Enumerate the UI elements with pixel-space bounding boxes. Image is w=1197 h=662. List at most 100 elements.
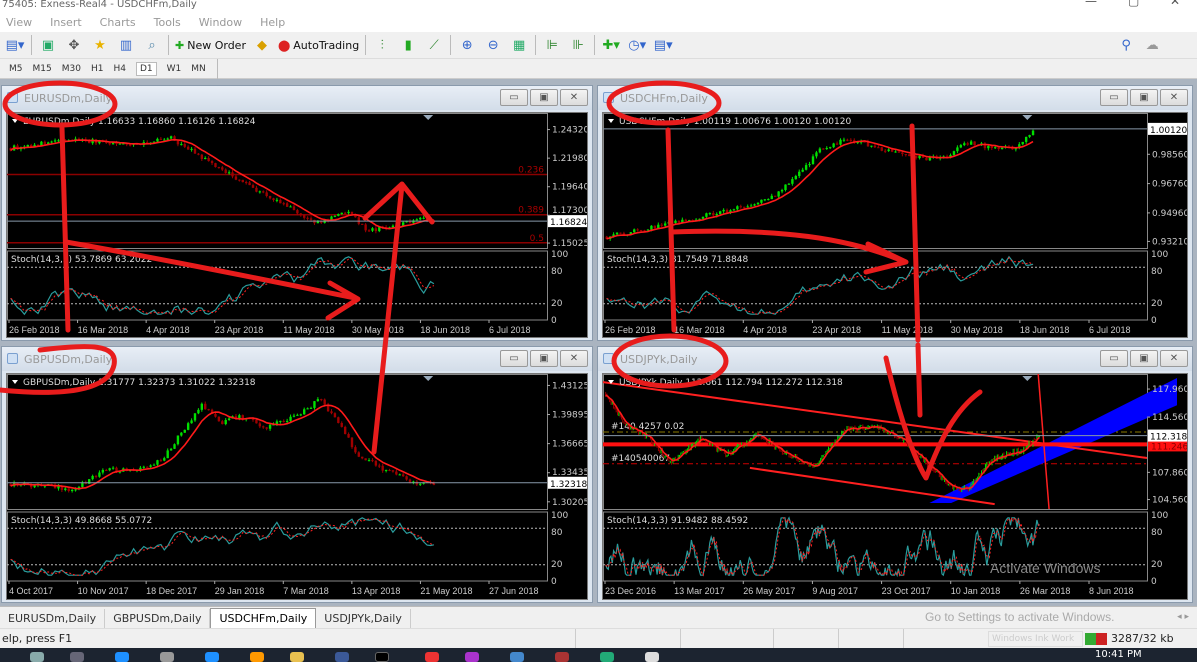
tf-h1[interactable]: H1 [90, 63, 104, 74]
favorites-icon[interactable]: ★ [94, 37, 106, 53]
app-icon[interactable] [160, 652, 174, 662]
fibonacci-label: 0.5 [530, 234, 544, 244]
chat-icon[interactable]: ☁ [1145, 37, 1159, 53]
facebook-icon[interactable] [335, 652, 349, 662]
auto-scroll-icon[interactable]: ⊫ [546, 37, 558, 53]
restore-window-button[interactable]: ▣ [530, 89, 558, 106]
indicators-icon[interactable]: ✚▾ [602, 37, 620, 53]
line-chart-icon[interactable]: ⟋ [429, 37, 439, 53]
tab-gbpusd[interactable]: GBPUSDm,Daily [105, 609, 211, 628]
candle-body [787, 183, 791, 185]
chart-window-titlebar[interactable]: EURUSDm,Daily ▭ ▣ ✕ [2, 86, 592, 110]
date-label: 16 Mar 2018 [674, 325, 725, 335]
chart-shift-icon[interactable]: ⊪ [572, 37, 584, 53]
chrome-icon[interactable] [425, 652, 439, 662]
restore-window-button[interactable]: ▣ [530, 350, 558, 367]
search-icon[interactable] [30, 652, 44, 662]
tile-windows-icon[interactable]: ▦ [513, 37, 526, 53]
task-view-icon[interactable] [70, 652, 84, 662]
bar-chart-icon[interactable]: ⫶ [380, 37, 384, 53]
candle-body [650, 225, 653, 230]
tab-usdjpy[interactable]: USDJPYk,Daily [316, 609, 411, 628]
zoom-in-icon[interactable]: ⊕ [461, 37, 473, 53]
menu-charts[interactable]: Charts [99, 15, 136, 29]
menu-view[interactable]: View [6, 15, 33, 29]
close-window-button[interactable]: ✕ [1160, 350, 1188, 367]
crosshair-icon[interactable]: ✥ [68, 37, 80, 53]
candle-body [990, 145, 993, 149]
menu-help[interactable]: Help [260, 15, 286, 29]
templates-icon[interactable]: ▤▾ [653, 37, 673, 53]
main-plot-border [603, 113, 1148, 249]
candle-body [914, 155, 918, 159]
close-window-button[interactable]: ✕ [1160, 89, 1188, 106]
firefox-icon[interactable] [250, 652, 264, 662]
minimize-window-button[interactable]: ▭ [1100, 350, 1128, 367]
minimize-window-button[interactable]: ▭ [500, 350, 528, 367]
chart-window-titlebar[interactable]: GBPUSDm,Daily ▭ ▣ ✕ [2, 347, 592, 371]
tf-d1[interactable]: D1 [135, 61, 157, 76]
excel-icon[interactable] [600, 652, 614, 662]
periods-icon[interactable]: ◷▾ [628, 37, 647, 53]
tf-m30[interactable]: M30 [61, 63, 81, 74]
price-chart-usdchf[interactable]: 1.00120 0.98560 0.96760 0.94960 0.93210 USDCH… [603, 113, 1189, 337]
minimize-window-button[interactable]: ▭ [500, 89, 528, 106]
menu-tools[interactable]: Tools [153, 15, 181, 29]
chart-canvas-usdchf[interactable]: 1.00120 0.98560 0.96760 0.94960 0.93210 USDCH… [602, 112, 1189, 338]
market-watch-icon[interactable]: ▣ [41, 37, 55, 53]
meta-editor-icon[interactable]: ◆ [256, 37, 267, 53]
app-icon[interactable] [205, 652, 219, 662]
new-order-button[interactable]: ✚ New Order [175, 35, 246, 55]
price-chart-eurusd[interactable]: 0.236 0.389 0.5 1.16824 1.24320 1.21980 1.1964… [7, 113, 589, 337]
menu-window[interactable]: Window [198, 15, 243, 29]
chart-window-gbpusd[interactable]: GBPUSDm,Daily ▭ ▣ ✕ 1.32318 1.43125 1.39895 1.… [1, 346, 593, 603]
autotrading-button[interactable]: ⬤ AutoTrading [278, 35, 359, 55]
minimize-window-button[interactable]: ▭ [1100, 89, 1128, 106]
date-label: 21 May 2018 [420, 586, 472, 596]
candle-body [794, 175, 798, 180]
chart-canvas-eurusd[interactable]: 0.236 0.389 0.5 1.16824 1.24320 1.21980 1.1964… [6, 112, 589, 338]
close-window-button[interactable]: ✕ [560, 350, 588, 367]
tab-eurusd[interactable]: EURUSDm,Daily [0, 609, 106, 628]
chart-window-usdchf[interactable]: USDCHFm,Daily ▭ ▣ ✕ 1.00120 0.98560 0.96760 0.… [597, 85, 1193, 341]
connection-status[interactable]: 3287/32 kb [1085, 629, 1174, 649]
price-level-tag [1148, 439, 1188, 452]
chart-window-usdjpy[interactable]: USDJPYk,Daily ▭ ▣ ✕ #140 4257 0.02 #14054006… [597, 346, 1193, 603]
folder-icon[interactable] [290, 652, 304, 662]
terminal-app-icon[interactable] [375, 652, 389, 662]
close-app-button[interactable]: ✕ [1170, 0, 1181, 8]
chart-canvas-gbpusd[interactable]: 1.32318 1.43125 1.39895 1.36665 1.33435 1.302… [6, 373, 589, 600]
zoom-out-icon[interactable]: ⊖ [487, 37, 499, 53]
edge-icon[interactable] [115, 652, 129, 662]
candlestick-icon[interactable]: ▮ [404, 37, 412, 53]
minimize-app-button[interactable]: — [1085, 0, 1097, 8]
maximize-app-button[interactable]: ▢ [1128, 0, 1140, 8]
tf-w1[interactable]: W1 [166, 63, 182, 74]
restore-window-button[interactable]: ▣ [1130, 89, 1158, 106]
strategy-tester-icon[interactable]: ⌕ [148, 37, 156, 53]
tab-scroll-arrows[interactable]: ◂ ▸ [1177, 612, 1189, 622]
chart-window-titlebar[interactable]: USDJPYk,Daily ▭ ▣ ✕ [598, 347, 1192, 371]
price-chart-gbpusd[interactable]: 1.32318 1.43125 1.39895 1.36665 1.33435 1.302… [7, 374, 589, 599]
menu-insert[interactable]: Insert [50, 15, 82, 29]
tf-m5[interactable]: M5 [9, 63, 23, 74]
close-window-button[interactable]: ✕ [560, 89, 588, 106]
candle-body [746, 206, 749, 208]
stochastic-label: Stoch(14,3,3) 53.7869 63.2022 [11, 255, 152, 265]
date-label: 27 Jun 2018 [489, 586, 539, 596]
restore-window-button[interactable]: ▣ [1130, 350, 1158, 367]
tf-mn[interactable]: MN [191, 63, 206, 74]
search-icon[interactable]: ⚲ [1121, 37, 1131, 53]
terminal-icon[interactable]: ▥ [119, 37, 133, 53]
tf-m15[interactable]: M15 [32, 63, 52, 74]
tab-usdchf[interactable]: USDCHFm,Daily [210, 608, 317, 628]
profiles-icon[interactable]: ▤▾ [5, 37, 25, 53]
app-icon[interactable] [465, 652, 479, 662]
app-icon[interactable] [645, 652, 659, 662]
chart-window-titlebar[interactable]: USDCHFm,Daily ▭ ▣ ✕ [598, 86, 1192, 110]
app-icon[interactable] [555, 652, 569, 662]
app-icon[interactable] [510, 652, 524, 662]
tf-h4[interactable]: H4 [113, 63, 126, 74]
chart-window-eurusd[interactable]: EURUSDm,Daily ▭ ▣ ✕ 0.236 0.389 0.5 1.16824 1.2… [1, 85, 593, 341]
